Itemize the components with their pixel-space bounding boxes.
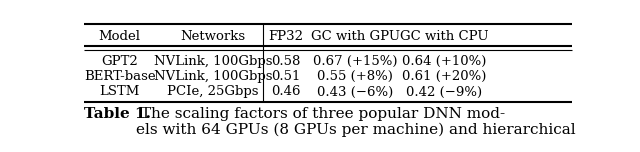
Text: 0.67 (+15%): 0.67 (+15%) (313, 55, 397, 68)
Text: Table 1.: Table 1. (84, 107, 151, 121)
Text: FP32: FP32 (268, 30, 303, 43)
Text: PCIe, 25Gbps: PCIe, 25Gbps (167, 85, 259, 98)
Text: NVLink, 100Gbps: NVLink, 100Gbps (154, 55, 272, 68)
Text: Model: Model (99, 30, 141, 43)
Text: BERT-base: BERT-base (84, 70, 156, 83)
Text: 0.61 (+20%): 0.61 (+20%) (403, 70, 487, 83)
Text: NVLink, 100Gbps: NVLink, 100Gbps (154, 70, 272, 83)
Text: 0.55 (+8%): 0.55 (+8%) (317, 70, 393, 83)
Text: 0.64 (+10%): 0.64 (+10%) (403, 55, 487, 68)
Text: The scaling factors of three popular DNN mod-
els with 64 GPUs (8 GPUs per machi: The scaling factors of three popular DNN… (136, 107, 575, 137)
Text: 0.46: 0.46 (271, 85, 301, 98)
Text: GPT2: GPT2 (101, 55, 138, 68)
Text: 0.42 (−9%): 0.42 (−9%) (406, 85, 483, 98)
Text: GC with GPU: GC with GPU (310, 30, 400, 43)
Text: GC with CPU: GC with CPU (400, 30, 489, 43)
Text: Networks: Networks (180, 30, 246, 43)
Text: LSTM: LSTM (99, 85, 140, 98)
Text: 0.58: 0.58 (271, 55, 301, 68)
Text: 0.43 (−6%): 0.43 (−6%) (317, 85, 394, 98)
Text: 0.51: 0.51 (271, 70, 301, 83)
